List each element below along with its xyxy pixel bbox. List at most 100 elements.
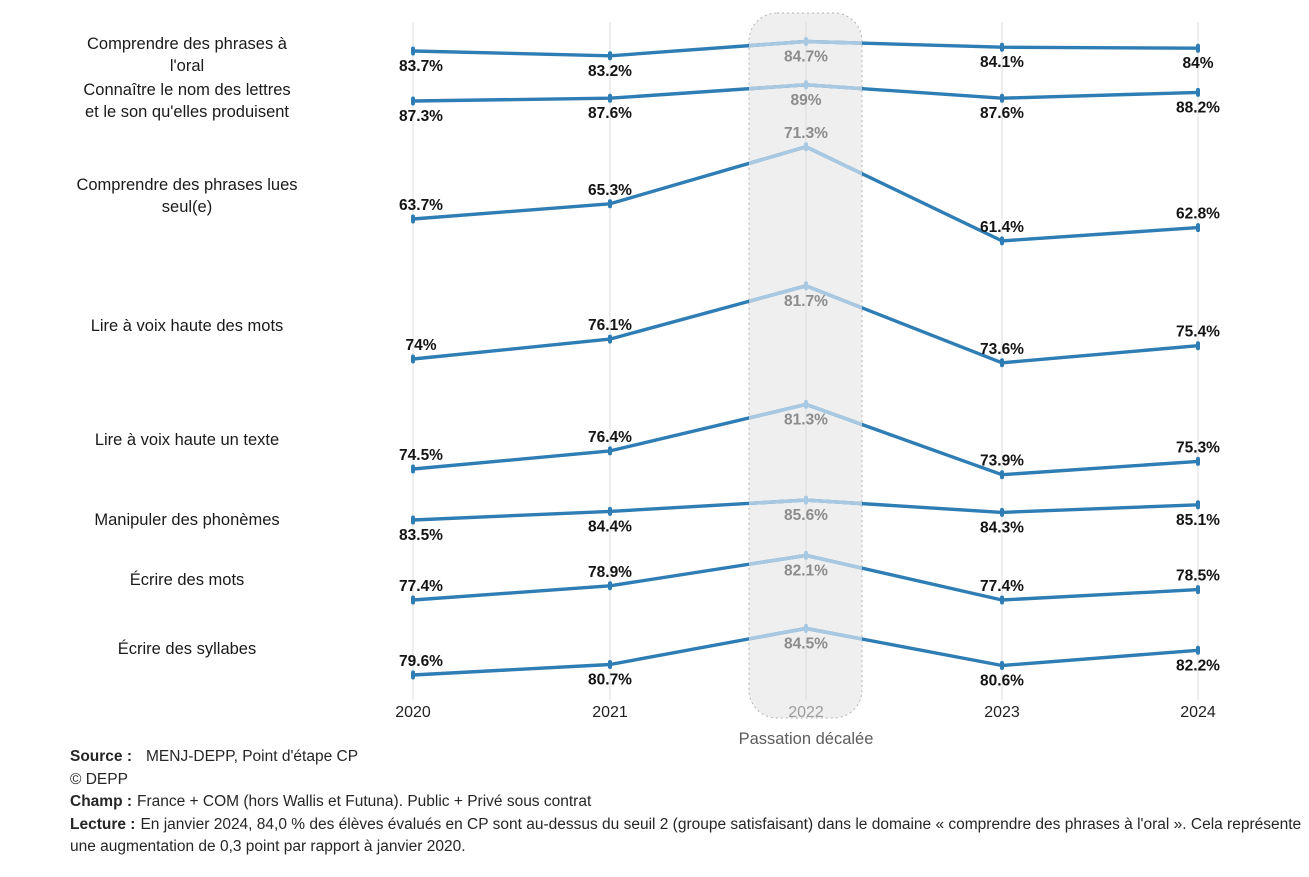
passation-decalee-label: Passation décalée [739, 730, 874, 748]
value-label: 84.5% [784, 635, 828, 652]
data-point-marker [411, 354, 415, 364]
value-label: 85.1% [1176, 512, 1220, 529]
value-label: 78.9% [588, 564, 632, 581]
data-point-marker [1196, 500, 1200, 510]
value-label: 76.1% [588, 317, 632, 334]
data-point-marker [804, 142, 808, 152]
champ-text: France + COM (hors Wallis et Futuna). Pu… [137, 793, 592, 811]
value-label: 83.7% [399, 58, 443, 75]
data-point-marker [411, 214, 415, 224]
data-point-marker [804, 399, 808, 409]
value-label: 84.7% [784, 49, 828, 66]
source-line: Source : MENJ-DEPP, Point d'étape CP [70, 746, 1308, 769]
value-label: 63.7% [399, 197, 443, 214]
source-text: MENJ-DEPP, Point d'étape CP [146, 748, 359, 765]
data-point-marker [608, 660, 612, 669]
value-label: 73.6% [980, 341, 1024, 358]
value-label: 74.5% [399, 447, 443, 464]
data-point-marker [1196, 87, 1200, 97]
data-point-marker [804, 623, 808, 633]
copyright-line: © DEPP [70, 770, 128, 788]
value-label: 77.4% [399, 578, 443, 595]
year-label-2024: 2024 [1180, 704, 1216, 721]
source-label: Source : [70, 748, 133, 765]
data-point-marker [1000, 595, 1004, 605]
data-point-marker [411, 46, 415, 56]
champ-label: Champ : [70, 793, 132, 811]
data-point-marker [608, 93, 612, 103]
value-label: 73.9% [980, 453, 1024, 470]
value-label: 81.7% [784, 293, 828, 310]
value-label: 79.6% [399, 653, 443, 670]
data-point-marker [608, 334, 612, 344]
data-point-marker [1196, 341, 1200, 351]
value-label: 84.3% [980, 519, 1024, 536]
value-label: 74% [405, 337, 436, 354]
data-point-marker [804, 37, 808, 46]
data-point-marker [804, 495, 808, 505]
value-label: 87.6% [588, 105, 632, 122]
data-point-marker [411, 464, 415, 474]
value-label: 82.1% [784, 562, 828, 579]
category-label: Comprendre des phrases à l'oral [87, 35, 287, 75]
data-point-marker [411, 595, 415, 605]
data-point-marker [608, 581, 612, 591]
data-point-marker [1196, 456, 1200, 466]
value-label: 84.4% [588, 518, 632, 535]
value-label: 65.3% [588, 182, 632, 199]
value-label: 88.2% [1176, 99, 1220, 116]
category-label: Lire à voix haute des mots [90, 317, 284, 335]
lecture-line: Lecture : En janvier 2024, 84,0 % des élè… [70, 814, 1308, 859]
value-label: 84% [1182, 55, 1213, 72]
value-label: 87.6% [980, 105, 1024, 122]
year-label-2021: 2021 [592, 704, 628, 721]
data-point-marker [804, 550, 808, 560]
year-label-2023: 2023 [984, 704, 1020, 721]
data-point-marker [1000, 507, 1004, 517]
lecture-label: Lecture : [70, 815, 136, 833]
data-point-marker [608, 446, 612, 456]
data-point-marker [411, 515, 415, 525]
value-label: 85.6% [784, 507, 828, 524]
value-label: 61.4% [980, 219, 1024, 236]
value-label: 81.3% [784, 411, 828, 428]
data-point-marker [1000, 661, 1004, 670]
data-point-marker [1000, 42, 1004, 52]
lecture-text: En janvier 2024, 84,0 % des élèves évalu… [70, 815, 1302, 856]
value-label: 89% [790, 92, 821, 109]
data-point-marker [608, 199, 612, 209]
data-point-marker [608, 51, 612, 61]
data-point-marker [804, 80, 808, 90]
data-point-marker [1196, 223, 1200, 233]
value-label: 84.1% [980, 54, 1024, 71]
value-label: 80.7% [588, 672, 632, 689]
value-label: 80.6% [980, 673, 1024, 690]
category-label: Lire à voix haute un texte [94, 431, 280, 449]
data-point-marker [1196, 645, 1200, 655]
category-label: Comprendre des phrases lues seul(e) [76, 176, 298, 216]
category-label: Manipuler des phonèmes [94, 511, 280, 529]
value-label: 83.2% [588, 63, 632, 80]
data-point-marker [411, 96, 415, 106]
value-label: 83.5% [399, 527, 443, 544]
value-label: 75.3% [1176, 439, 1220, 456]
value-label: 82.2% [1176, 657, 1220, 674]
data-point-marker [804, 281, 808, 291]
category-label: Connaître le nom des lettres et le son q… [83, 81, 291, 121]
data-point-marker [1000, 470, 1004, 480]
data-point-marker [1196, 585, 1200, 595]
data-point-marker [1000, 93, 1004, 103]
footer-notes: Source : MENJ-DEPP, Point d'étape CP © DE… [70, 746, 1308, 859]
value-label: 77.4% [980, 578, 1024, 595]
year-label-2022: 2022 [788, 704, 824, 721]
year-label-2020: 2020 [395, 704, 431, 721]
data-point-marker [1000, 236, 1004, 246]
data-point-marker [608, 506, 612, 516]
champ-line: Champ : France + COM (hors Wallis et Futu… [70, 791, 1308, 814]
category-label: Écrire des syllabes [117, 640, 257, 658]
data-point-marker [1196, 43, 1200, 53]
value-label: 71.3% [784, 125, 828, 142]
value-label: 62.8% [1176, 206, 1220, 223]
